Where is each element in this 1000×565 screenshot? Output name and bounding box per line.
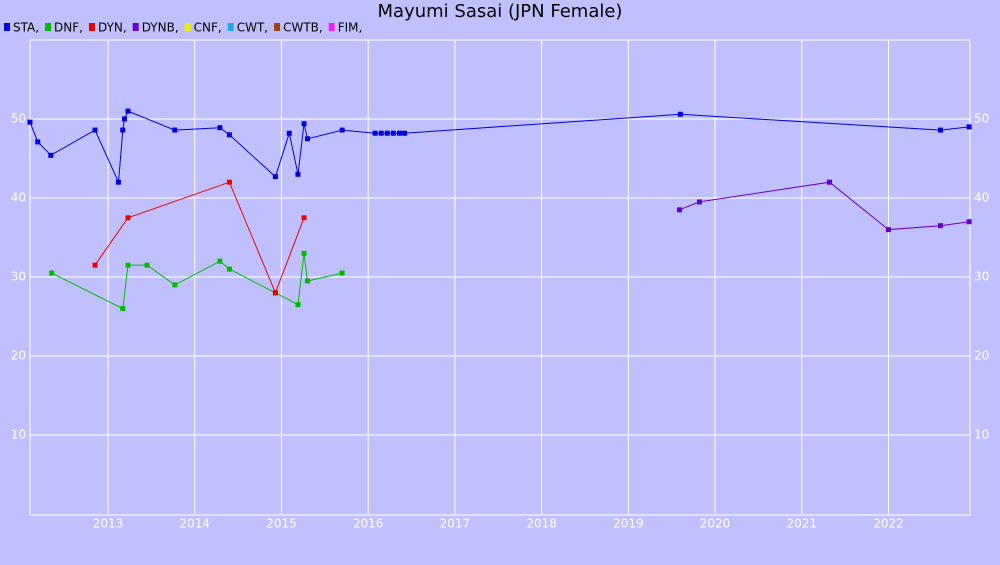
x-tick-label: 2020 <box>700 517 731 531</box>
legend-swatch <box>328 23 335 31</box>
point <box>304 136 310 142</box>
point <box>125 215 131 221</box>
point <box>339 127 345 133</box>
y-tick-label: 20 <box>11 349 26 363</box>
legend-swatch <box>184 23 191 31</box>
x-tick-label: 2021 <box>786 517 817 531</box>
y2-tick-label: 40 <box>974 191 989 205</box>
point <box>115 179 121 185</box>
point <box>226 266 232 272</box>
x-tick-label: 2017 <box>440 517 471 531</box>
legend-label: STA, <box>13 21 39 35</box>
series-line <box>679 181 970 231</box>
x-tick-label: 2022 <box>873 517 904 531</box>
point <box>339 270 345 276</box>
legend-label: FIM, <box>338 21 363 35</box>
series-line <box>51 253 343 310</box>
point <box>286 130 292 136</box>
point <box>301 215 307 221</box>
point <box>226 132 232 138</box>
point <box>125 262 131 268</box>
point <box>172 282 178 288</box>
x-tick-label: 2015 <box>266 517 297 531</box>
point <box>378 130 384 136</box>
point <box>120 127 126 133</box>
point <box>885 227 891 233</box>
x-tick-label: 2018 <box>526 517 557 531</box>
legend-swatch <box>4 23 10 31</box>
point <box>301 121 307 127</box>
legend-swatch <box>274 23 281 31</box>
point <box>92 262 98 268</box>
point <box>396 130 402 136</box>
point <box>48 152 54 158</box>
x-tick-label: 2016 <box>353 517 384 531</box>
legend-label: CWTB, <box>283 21 323 35</box>
legend-swatch <box>88 23 95 31</box>
point <box>966 219 972 225</box>
point <box>226 179 232 185</box>
point <box>304 278 310 284</box>
point <box>295 302 301 308</box>
x-tick-label: 2014 <box>179 517 210 531</box>
point <box>144 262 150 268</box>
y2-tick-label: 10 <box>974 428 989 442</box>
point <box>827 179 833 185</box>
point <box>677 111 683 117</box>
legend-label: DNF, <box>54 21 83 35</box>
y-tick-label: 30 <box>11 270 26 284</box>
legend-swatch <box>132 23 139 31</box>
x-tick-label: 2019 <box>613 517 644 531</box>
chart-title: Mayumi Sasai (JPN Female) <box>378 1 623 22</box>
point <box>125 108 131 114</box>
point <box>938 127 944 133</box>
point <box>27 119 33 125</box>
point <box>402 130 408 136</box>
y-tick-label: 40 <box>11 191 26 205</box>
point <box>696 199 702 205</box>
point <box>49 270 55 276</box>
y2-tick-label: 20 <box>974 349 989 363</box>
point <box>295 171 301 177</box>
point <box>938 223 944 229</box>
point <box>272 290 278 296</box>
point <box>384 130 390 136</box>
point <box>372 130 378 136</box>
y-tick-label: 10 <box>11 428 26 442</box>
y2-tick-label: 50 <box>974 112 989 126</box>
point <box>301 250 307 256</box>
point <box>677 207 683 213</box>
legend-label: CNF, <box>194 21 222 35</box>
point <box>92 127 98 133</box>
y2-tick-label: 30 <box>974 270 989 284</box>
y-tick-label: 50 <box>11 112 26 126</box>
legend-label: CWT, <box>237 21 268 35</box>
point <box>217 258 223 264</box>
point <box>217 125 223 131</box>
point <box>966 124 972 130</box>
point <box>390 130 396 136</box>
legend-label: DYNB, <box>142 21 179 35</box>
point <box>122 116 128 122</box>
point <box>272 174 278 180</box>
point <box>120 306 126 312</box>
legend-swatch <box>227 23 234 31</box>
point <box>35 139 41 145</box>
legend-swatch <box>45 23 52 31</box>
x-tick-label: 2013 <box>93 517 124 531</box>
point <box>172 127 178 133</box>
legend-label: DYN, <box>98 21 127 35</box>
